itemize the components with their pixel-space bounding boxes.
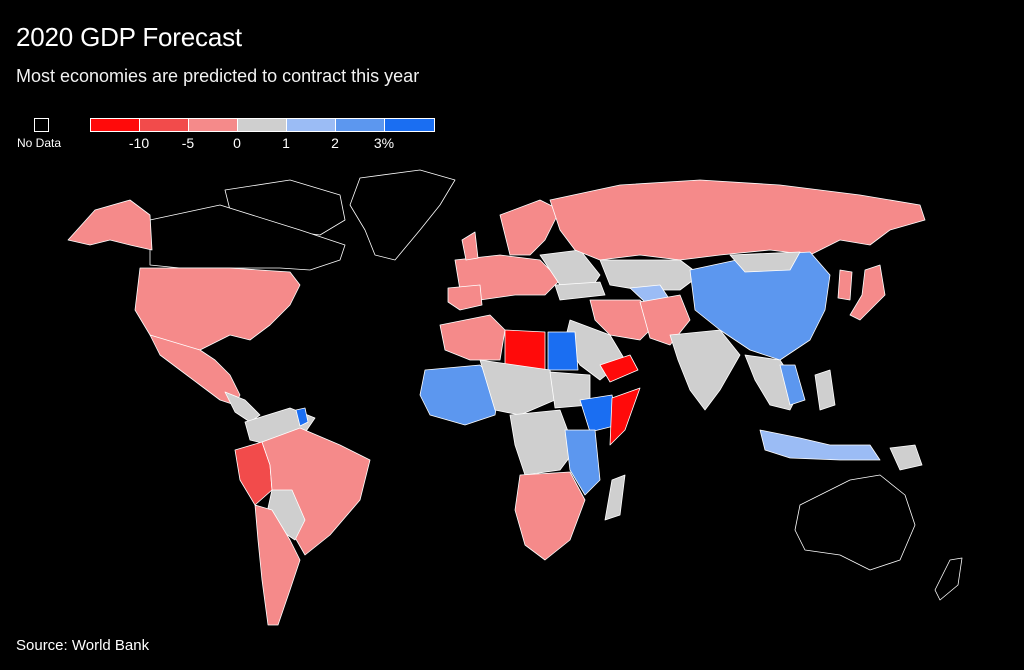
region-india bbox=[669, 329, 741, 411]
region-indonesia bbox=[759, 429, 881, 461]
region-png bbox=[889, 444, 923, 471]
legend-swatch-1 bbox=[140, 119, 189, 131]
region-new-zealand bbox=[934, 557, 963, 601]
region-bolivia-paraguay bbox=[267, 489, 306, 541]
region-argentina-chile bbox=[254, 504, 301, 626]
region-australia bbox=[794, 474, 916, 571]
legend-swatch-0 bbox=[91, 119, 140, 131]
legend-swatch-4 bbox=[287, 119, 336, 131]
legend-swatch-5 bbox=[336, 119, 385, 131]
legend-tick-4: 2 bbox=[331, 135, 339, 151]
no-data-label: No Data bbox=[17, 136, 62, 150]
legend-swatch-6 bbox=[385, 119, 434, 131]
legend-tick-3: 1 bbox=[282, 135, 290, 151]
region-philippines bbox=[814, 369, 836, 411]
region-southeast-asia bbox=[744, 354, 801, 411]
region-madagascar bbox=[604, 474, 626, 521]
world-map bbox=[67, 169, 963, 626]
region-libya bbox=[504, 329, 546, 371]
no-data-swatch bbox=[34, 118, 49, 132]
chart-title: 2020 GDP Forecast bbox=[16, 22, 242, 52]
region-japan bbox=[849, 264, 886, 321]
source-note: Source: World Bank bbox=[16, 637, 150, 654]
region-yemen-oman bbox=[599, 354, 639, 383]
region-russia bbox=[549, 179, 926, 261]
region-vietnam bbox=[779, 364, 806, 406]
region-greenland bbox=[349, 169, 456, 261]
chart-subtitle: Most economies are predicted to contract… bbox=[16, 66, 420, 86]
region-southern-africa bbox=[514, 471, 586, 561]
region-morocco-algeria bbox=[439, 314, 506, 361]
legend-swatch-2 bbox=[189, 119, 238, 131]
region-mongolia bbox=[729, 251, 801, 273]
region-iberia bbox=[447, 284, 483, 311]
region-central-africa bbox=[509, 409, 576, 476]
region-uk bbox=[461, 231, 479, 261]
region-alaska bbox=[67, 199, 153, 251]
region-kazakhstan bbox=[599, 259, 701, 291]
region-sahel bbox=[479, 359, 556, 416]
region-egypt bbox=[547, 331, 579, 371]
legend-swatch-3 bbox=[238, 119, 287, 131]
legend-tick-5: 3% bbox=[373, 135, 395, 151]
color-scale-legend bbox=[90, 118, 435, 132]
region-canada bbox=[149, 204, 346, 271]
region-somalia bbox=[609, 387, 641, 446]
region-korea bbox=[837, 269, 853, 301]
region-east-africa bbox=[564, 429, 601, 496]
region-central-america bbox=[224, 391, 261, 423]
region-scandinavia bbox=[499, 199, 561, 256]
region-afghanistan-pakistan bbox=[639, 294, 691, 346]
legend-tick-0: -10 bbox=[128, 135, 150, 151]
legend-tick-1: -5 bbox=[181, 135, 195, 151]
region-turkey bbox=[554, 281, 606, 301]
legend-tick-2: 0 bbox=[233, 135, 241, 151]
region-guyana bbox=[295, 407, 309, 427]
